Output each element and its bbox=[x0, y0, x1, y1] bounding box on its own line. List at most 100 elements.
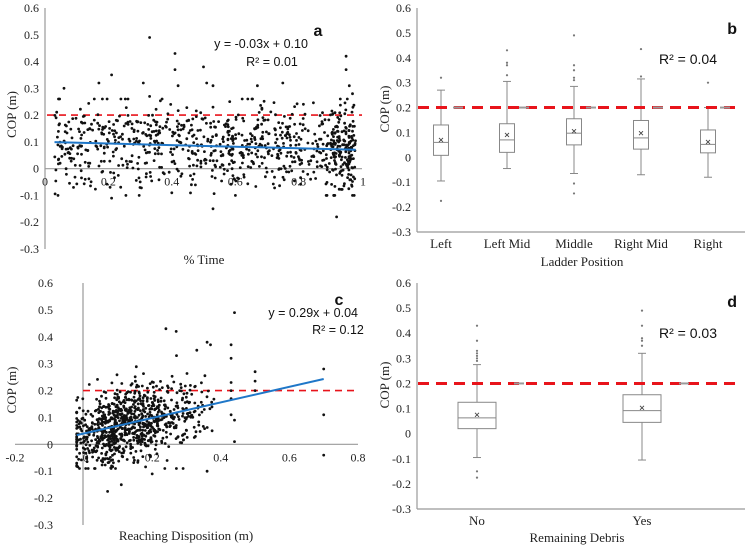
data-point bbox=[249, 166, 253, 169]
data-point bbox=[192, 133, 196, 137]
data-point bbox=[331, 168, 335, 172]
data-point bbox=[82, 131, 86, 134]
x-tick-label: 0.4 bbox=[164, 175, 179, 189]
data-point bbox=[185, 137, 189, 141]
data-point bbox=[156, 430, 160, 433]
data-point bbox=[106, 145, 109, 149]
data-point bbox=[54, 168, 58, 172]
regression-equation: y = -0.03x + 0.10 bbox=[214, 37, 308, 51]
data-point bbox=[98, 399, 101, 403]
data-point bbox=[121, 455, 125, 459]
data-points bbox=[75, 311, 326, 493]
data-point bbox=[96, 121, 100, 125]
data-point bbox=[333, 185, 337, 188]
data-point bbox=[336, 129, 339, 133]
data-point bbox=[96, 378, 99, 381]
x-tick-label: 0.8 bbox=[291, 175, 306, 189]
data-point bbox=[136, 416, 139, 419]
data-point bbox=[101, 170, 105, 173]
data-point bbox=[148, 410, 152, 414]
data-point bbox=[186, 411, 190, 415]
data-point bbox=[126, 114, 130, 117]
data-point bbox=[172, 380, 176, 384]
data-point bbox=[337, 120, 341, 124]
data-point bbox=[202, 65, 205, 69]
data-point bbox=[141, 414, 145, 418]
data-point bbox=[116, 413, 119, 417]
data-point bbox=[53, 114, 57, 117]
data-point bbox=[141, 399, 145, 403]
data-point bbox=[76, 152, 79, 156]
data-point bbox=[91, 128, 94, 132]
data-point bbox=[83, 160, 87, 164]
data-point bbox=[143, 148, 147, 152]
data-point bbox=[278, 148, 282, 152]
data-point bbox=[333, 111, 337, 115]
data-point bbox=[150, 440, 154, 443]
data-point bbox=[176, 406, 180, 410]
y-tick-label: -0.3 bbox=[34, 518, 53, 532]
data-point bbox=[154, 120, 157, 124]
data-point bbox=[322, 367, 326, 371]
data-point bbox=[75, 444, 79, 448]
data-point bbox=[139, 399, 143, 403]
data-point bbox=[78, 451, 81, 455]
data-point bbox=[253, 370, 257, 374]
outlier-point bbox=[505, 49, 509, 52]
data-point bbox=[345, 97, 349, 101]
data-point bbox=[311, 142, 315, 145]
data-point bbox=[83, 418, 87, 422]
panel-letter: c bbox=[335, 292, 344, 309]
data-point bbox=[97, 407, 100, 411]
data-point bbox=[112, 132, 115, 136]
data-point bbox=[352, 103, 356, 107]
data-point bbox=[75, 461, 79, 465]
data-point bbox=[206, 389, 210, 393]
data-point bbox=[169, 103, 173, 106]
data-point bbox=[142, 434, 146, 437]
data-point bbox=[135, 434, 139, 437]
data-point bbox=[112, 442, 116, 446]
data-point bbox=[179, 174, 183, 178]
data-point bbox=[246, 142, 250, 146]
data-point bbox=[276, 152, 279, 156]
data-point bbox=[181, 434, 184, 437]
box-left-mid bbox=[499, 49, 515, 170]
data-point bbox=[168, 409, 172, 413]
data-point bbox=[343, 121, 346, 125]
data-point bbox=[345, 164, 349, 167]
data-point bbox=[339, 103, 342, 107]
data-point bbox=[125, 417, 129, 421]
data-point bbox=[347, 134, 351, 138]
outlier-point bbox=[475, 359, 479, 362]
data-point bbox=[88, 444, 92, 447]
data-point bbox=[288, 133, 291, 137]
data-point bbox=[196, 149, 200, 153]
data-point bbox=[194, 109, 198, 113]
data-point bbox=[142, 408, 145, 411]
data-point bbox=[261, 130, 265, 134]
data-point bbox=[133, 375, 137, 379]
data-point bbox=[102, 146, 106, 150]
data-point bbox=[222, 172, 226, 176]
data-point bbox=[200, 390, 204, 394]
data-point bbox=[284, 134, 287, 138]
data-point bbox=[103, 417, 107, 421]
data-point bbox=[185, 436, 189, 439]
y-tick-label: 0.2 bbox=[38, 384, 53, 398]
data-point bbox=[152, 419, 156, 423]
outlier-point bbox=[475, 476, 479, 479]
data-point bbox=[202, 135, 206, 139]
data-point bbox=[167, 445, 171, 448]
data-point bbox=[161, 429, 165, 432]
outlier-point bbox=[439, 76, 443, 79]
data-point bbox=[102, 159, 106, 163]
data-point bbox=[157, 403, 161, 407]
data-point bbox=[150, 179, 154, 183]
data-point bbox=[351, 166, 354, 170]
data-point bbox=[273, 175, 276, 179]
data-point bbox=[230, 167, 234, 171]
data-point bbox=[185, 372, 189, 375]
data-point bbox=[250, 134, 254, 138]
data-point bbox=[82, 436, 85, 440]
